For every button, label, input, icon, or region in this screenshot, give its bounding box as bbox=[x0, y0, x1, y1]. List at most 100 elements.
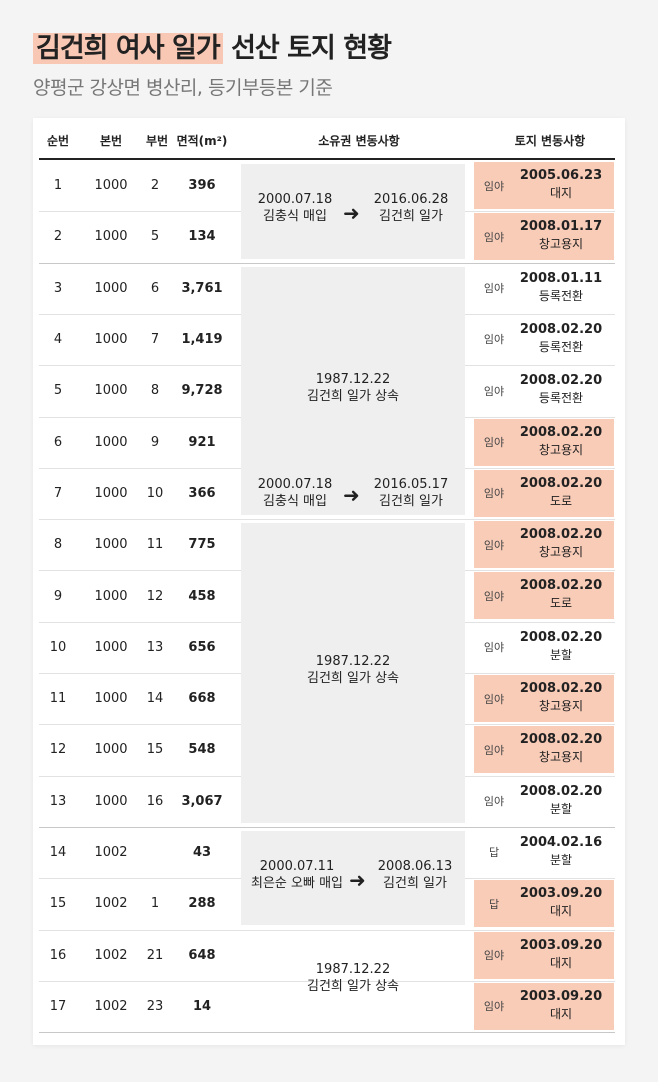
land-kind: 임야 bbox=[483, 641, 505, 655]
sub-lot-number: 9 bbox=[150, 434, 160, 450]
ownership-block: 1987.12.22 김건희 일가 상속 bbox=[241, 934, 465, 1029]
land-change-cell: 임야 2005.06.23 대지 bbox=[474, 162, 614, 209]
main-lot-number: 1000 bbox=[94, 434, 128, 450]
ownership-date: 1987.12.22 bbox=[315, 371, 391, 387]
sub-lot-number: 8 bbox=[150, 383, 160, 399]
row-divider bbox=[39, 826, 615, 828]
land-change-cell: 임야 2008.02.20 등록전환 bbox=[474, 316, 614, 363]
land-change-desc: 창고용지 bbox=[538, 442, 584, 457]
row-number: 15 bbox=[49, 896, 67, 912]
land-change-desc: 창고용지 bbox=[538, 545, 584, 560]
sub-lot-number: 6 bbox=[150, 280, 160, 296]
land-kind: 임야 bbox=[483, 230, 505, 244]
ownership-to: 2008.06.13 김건희 일가 bbox=[369, 858, 461, 892]
row-divider bbox=[39, 262, 615, 264]
land-change-cell: 답 2004.02.16 분할 bbox=[474, 829, 614, 876]
main-lot-number: 1000 bbox=[94, 229, 128, 245]
ownership-block: 1987.12.22 김건희 일가 상속 bbox=[241, 523, 465, 823]
land-kind: 임야 bbox=[483, 589, 505, 603]
row-number: 12 bbox=[49, 742, 67, 758]
col-header-land: 토지 변동사항 bbox=[514, 134, 586, 148]
ownership-to: 2016.06.28 김건희 일가 bbox=[365, 191, 457, 225]
sub-lot-number: 7 bbox=[150, 332, 160, 348]
ownership-text: 김건희 일가 상속 bbox=[307, 978, 399, 994]
ownership-to-date: 2008.06.13 bbox=[377, 859, 453, 875]
area-value: 14 bbox=[192, 998, 212, 1014]
land-kind: 임야 bbox=[483, 949, 505, 962]
row-number: 10 bbox=[49, 639, 67, 655]
land-change-cell: 임야 2008.01.11 등록전환 bbox=[474, 265, 614, 312]
main-lot-number: 1000 bbox=[94, 178, 128, 194]
land-change-desc: 대지 bbox=[549, 186, 573, 200]
ownership-from: 2000.07.18 김충식 매입 bbox=[251, 191, 339, 225]
land-table: 순번 본번 부번 면적(m²) 소유권 변동사항 토지 변동사항 1 1000 2 3… bbox=[33, 118, 625, 1045]
land-change-date: 2008.02.20 bbox=[519, 373, 603, 389]
main-lot-number: 1002 bbox=[94, 845, 128, 861]
row-number: 6 bbox=[53, 434, 63, 450]
arrow-right-icon: ➜ bbox=[343, 201, 360, 226]
row-number: 4 bbox=[53, 332, 63, 348]
table-row: 1 1000 2 396 bbox=[39, 160, 615, 211]
land-change-desc: 분할 bbox=[549, 647, 573, 662]
row-number: 9 bbox=[53, 588, 63, 604]
land-change-date: 2004.02.16 bbox=[519, 834, 603, 850]
land-change-cell: 임야 2008.02.20 도로 bbox=[474, 469, 614, 517]
row-number: 8 bbox=[53, 537, 63, 553]
land-change-date: 2003.09.20 bbox=[519, 988, 603, 1004]
sub-lot-number: 10 bbox=[146, 485, 164, 501]
land-kind: 임야 bbox=[483, 179, 505, 193]
table-row: 4 1000 7 1,419 bbox=[39, 314, 615, 365]
sub-lot-number: 12 bbox=[146, 588, 164, 604]
col-header-main: 본번 bbox=[99, 134, 123, 148]
area-value: 548 bbox=[188, 742, 216, 758]
title-highlight: 김건희 여사 일가 bbox=[33, 33, 223, 64]
table-row: 12 1000 15 548 bbox=[39, 724, 615, 775]
row-number: 17 bbox=[49, 998, 67, 1014]
ownership-from-text: 최은순 오빠 매입 bbox=[251, 876, 343, 892]
ownership-date: 1987.12.22 bbox=[315, 961, 391, 977]
land-change-desc: 등록전환 bbox=[538, 391, 584, 406]
arrow-right-icon: ➜ bbox=[349, 868, 366, 893]
table-row: 11 1000 14 668 bbox=[39, 673, 615, 724]
land-kind: 임야 bbox=[483, 282, 505, 296]
land-change-desc: 창고용지 bbox=[538, 237, 584, 252]
sub-lot-number: 5 bbox=[150, 229, 160, 245]
area-value: 366 bbox=[188, 485, 216, 501]
ownership-from-date: 2000.07.11 bbox=[259, 859, 335, 875]
area-value: 43 bbox=[192, 845, 212, 861]
row-divider bbox=[39, 929, 615, 931]
land-change-desc: 창고용지 bbox=[538, 699, 584, 713]
row-divider bbox=[39, 519, 615, 521]
row-divider bbox=[39, 980, 615, 982]
area-value: 134 bbox=[188, 229, 216, 245]
sub-lot-number: 16 bbox=[146, 793, 164, 809]
table-row: 7 1000 10 366 bbox=[39, 468, 615, 519]
land-change-desc: 분할 bbox=[549, 801, 573, 816]
ownership-inherit: 1987.12.22 김건희 일가 상속 bbox=[241, 653, 465, 687]
land-change-date: 2008.02.20 bbox=[519, 321, 603, 337]
table-row: 2 1000 5 134 bbox=[39, 211, 615, 262]
ownership-date: 1987.12.22 bbox=[315, 653, 391, 669]
table-row: 16 1002 21 648 bbox=[39, 930, 615, 981]
land-kind: 임야 bbox=[483, 795, 505, 809]
ownership-to-text: 김건희 일가 bbox=[379, 209, 443, 225]
land-kind: 임야 bbox=[483, 384, 505, 398]
land-change-cell: 임야 2008.01.17 창고용지 bbox=[474, 213, 614, 261]
land-change-cell: 임야 2008.02.20 창고용지 bbox=[474, 675, 614, 722]
row-number: 7 bbox=[53, 485, 63, 501]
row-number: 14 bbox=[49, 845, 67, 861]
sub-lot-number: 15 bbox=[146, 742, 164, 758]
land-kind: 임야 bbox=[483, 1000, 505, 1014]
land-change-date: 2008.01.17 bbox=[519, 219, 603, 235]
col-header-no: 순번 bbox=[46, 134, 70, 148]
area-value: 775 bbox=[188, 537, 216, 553]
ownership-inherit: 1987.12.22 김건희 일가 상속 bbox=[241, 961, 465, 995]
sub-lot-number: 2 bbox=[150, 178, 160, 194]
land-change-date: 2008.02.20 bbox=[519, 578, 603, 594]
land-kind: 임야 bbox=[483, 538, 505, 552]
land-kind: 임야 bbox=[483, 436, 505, 449]
area-value: 288 bbox=[188, 896, 216, 912]
land-change-cell: 임야 2008.02.20 창고용지 bbox=[474, 418, 614, 466]
main-lot-number: 1002 bbox=[94, 947, 128, 963]
area-value: 1,419 bbox=[181, 332, 223, 348]
